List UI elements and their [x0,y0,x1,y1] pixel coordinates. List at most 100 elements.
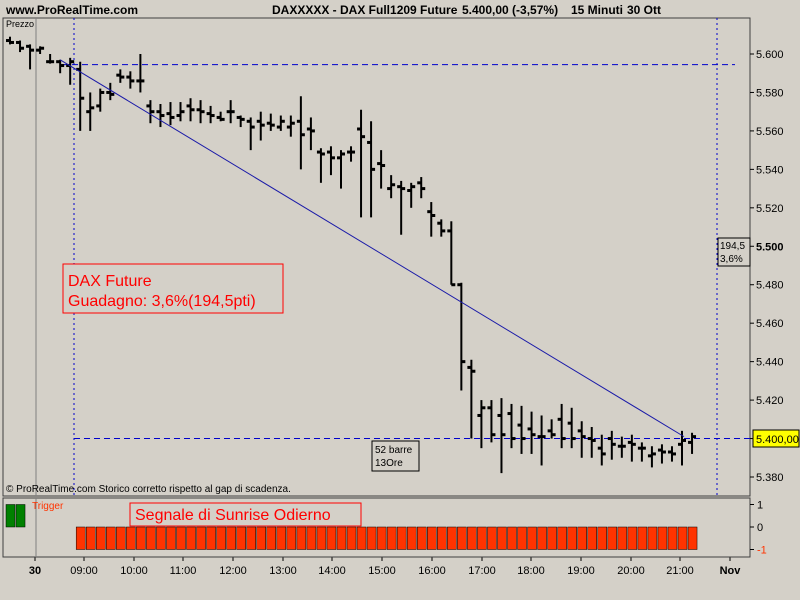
indicator-bar [196,526,206,550]
y-tick-label: 5.500 [756,241,784,253]
x-tick-label: 18:00 [517,565,545,577]
indicator-bar [567,526,577,550]
y-tick-label: 5.460 [756,318,784,330]
indicator-bar [85,526,96,550]
indicator-bar [316,526,327,550]
indicator-bar [677,526,688,550]
last-price: 5.400,00 [756,434,799,446]
indicator-tick-label: 0 [757,522,763,534]
indicator-bar [236,526,246,550]
price-panel[interactable] [2,17,751,497]
x-tick-label: Nov [720,565,742,577]
indicator-bar [376,526,387,550]
indicator-bar [106,526,116,550]
instrument-title: DAXXXXX - DAX Full1209 Future [272,3,458,17]
indicator-bar [527,526,537,550]
x-tick-label: 12:00 [219,565,247,577]
x-axis: 30 09:00 10:00 11:00 12:00 13:00 14:00 15:00 16:… [29,557,741,577]
indicator-bar [517,526,527,550]
indicator-bar [627,526,638,550]
indicator-bar [266,526,277,550]
quote-label: 5.400,00 (-3,57%) [462,3,558,17]
x-tick-label: 21:00 [666,565,694,577]
indicator-bar [427,526,437,550]
indicator-bar [497,526,507,550]
indicator-tick-label: 1 [757,500,763,512]
indicator-bar [647,526,658,550]
x-tick-label: 16:00 [418,565,446,577]
indicator-tick-label: -1 [757,545,767,557]
indicator-bar [406,526,417,550]
y-axis: 5.600 5.580 5.560 5.540 5.520 5.500 5.480 5.460… [750,49,784,484]
indicator-bar [577,526,587,550]
indicator-bar [256,526,266,550]
gain-value: Guadagno: 3,6%(194,5pti) [68,293,256,310]
bar-duration: 13Ore [375,458,403,469]
indicator-bar [326,526,337,550]
indicator-bar [356,526,367,550]
y-tick-label: 5.540 [756,164,784,176]
indicator-bar [416,526,427,550]
trendline[interactable] [59,59,685,438]
y-tick-label: 5.600 [756,49,784,61]
indicator-bar [587,526,597,550]
indicator-bar [437,526,447,550]
x-tick-label: 09:00 [70,565,98,577]
x-tick-label: 17:00 [468,565,496,577]
x-tick-label: 15:00 [368,565,396,577]
indicator-bar [537,526,547,550]
y-tick-label: 5.420 [756,395,784,407]
indicator-bar [166,526,176,550]
x-tick-label: 30 [29,565,41,577]
indicator-bar [156,526,166,550]
indicator-bar [136,526,146,550]
bar-count-annotation: 52 barre 13Ore [371,440,420,472]
indicator-legend: Trigger [32,501,64,512]
indicator-bar [447,526,457,550]
indicator-bar [146,526,156,550]
gain-annotation: DAX Future Guadagno: 3,6%(194,5pti) [62,263,284,314]
indicator-bar [306,526,317,550]
indicator-bar [547,526,557,550]
indicator-bar [396,526,407,550]
indicator-bar [687,526,698,550]
indicator-bar [617,526,628,550]
indicator-bar [126,526,136,550]
indicator-bar [336,526,347,550]
date-label: 30 Ott [627,3,661,17]
measure-tag-box [717,237,751,267]
gain-title: DAX Future [68,273,152,290]
gain-annotation-box [62,263,284,314]
indicator-bar [667,526,678,550]
indicator-bar [15,504,26,528]
indicator-bar [186,526,196,550]
measure-percent: 3,6% [720,254,743,265]
measure-points: 194,5 [720,241,745,252]
indicator-bar [366,526,377,550]
y-tick-label: 5.380 [756,472,784,484]
indicator-bar [557,526,567,550]
indicator-bar [457,526,467,550]
indicator-title: Segnale di Sunrise Odierno [135,507,331,524]
last-price-tag: 5.400,00 [752,429,800,448]
y-tick-label: 5.520 [756,203,784,215]
y-tick-label: 5.480 [756,280,784,292]
x-tick-label: 11:00 [170,565,197,577]
indicator-bar [487,526,497,550]
indicator-bar [276,526,287,550]
indicator-bar [657,526,668,550]
x-tick-label: 14:00 [318,565,346,577]
site-label[interactable]: www.ProRealTime.com [5,3,138,17]
y-tick-label: 5.580 [756,87,784,99]
panel-label: Prezzo [6,19,34,29]
indicator-bar [597,526,608,550]
indicator-bar [507,526,517,550]
bar-count-box [371,440,420,472]
y-tick-label: 5.440 [756,357,784,369]
indicator-title-frame [129,502,362,527]
copyright-note: © ProRealTime.com Storico corretto rispe… [6,484,291,495]
indicator-axis: 1 0 -1 [750,500,767,557]
indicator-series [5,504,698,550]
